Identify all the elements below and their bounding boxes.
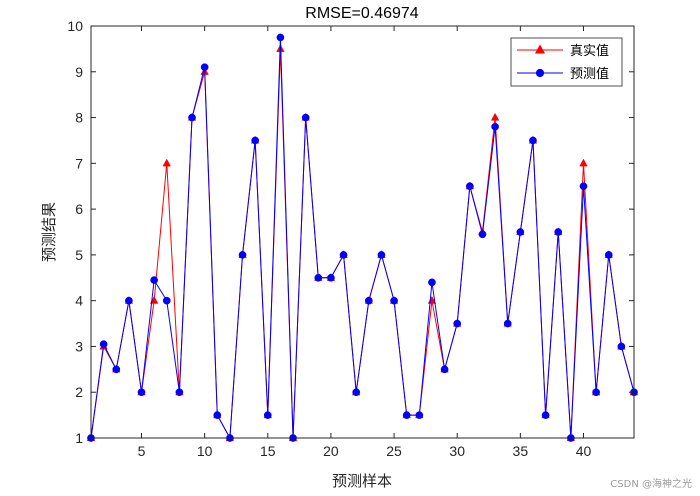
x-tick-label: 40 — [576, 443, 592, 459]
point-pred — [276, 33, 285, 42]
point-pred — [162, 296, 171, 305]
point-true — [162, 158, 171, 167]
point-pred — [352, 388, 361, 397]
y-tick-label: 2 — [75, 384, 83, 400]
point-pred — [339, 251, 348, 259]
watermark: CSDN @海神之光 — [610, 479, 692, 490]
point-true — [579, 158, 588, 167]
series-line-pred — [90, 37, 635, 440]
point-pred — [579, 182, 588, 191]
y-tick-label: 10 — [67, 18, 83, 34]
x-tick-label: 5 — [138, 443, 146, 459]
point-pred — [529, 136, 537, 145]
point-pred — [453, 319, 462, 328]
legend: 真实值 预测值 — [510, 37, 623, 87]
x-tick-label: 30 — [449, 443, 465, 459]
point-pred — [99, 340, 108, 349]
point-pred — [402, 411, 411, 419]
point-pred — [150, 276, 158, 284]
point-pred — [301, 113, 310, 122]
legend-label-pred: 预测值 — [570, 66, 609, 82]
point-pred — [554, 228, 563, 236]
legend-marker-pred — [535, 68, 545, 78]
y-tick-label: 1 — [75, 430, 83, 446]
point-pred — [592, 388, 600, 397]
legend-label-true: 真实值 — [570, 43, 609, 59]
y-tick-label: 6 — [75, 201, 83, 217]
point-pred — [137, 388, 146, 397]
y-axis-label: 预测结果 — [40, 202, 58, 262]
x-tick-label: 20 — [323, 443, 339, 459]
point-pred — [377, 251, 386, 259]
y-tick-label: 7 — [75, 155, 83, 171]
point-pred — [617, 342, 626, 351]
point-true — [490, 112, 500, 121]
point-pred — [604, 251, 613, 259]
y-tick-label: 8 — [75, 110, 83, 126]
point-pred — [390, 296, 398, 305]
point-pred — [440, 365, 449, 374]
point-pred — [200, 63, 209, 72]
point-pred — [465, 182, 474, 191]
y-tick-label: 4 — [75, 293, 83, 309]
point-pred — [112, 365, 121, 374]
point-pred — [503, 319, 512, 328]
plot-area — [91, 26, 634, 438]
axes-box — [90, 25, 635, 439]
point-pred — [478, 230, 487, 239]
axis-ticks: 5 10 15 20 25 30 35 40 1 2 3 4 5 6 7 8 9 10 — [67, 18, 634, 459]
x-tick-label: 15 — [260, 443, 276, 459]
point-pred — [491, 122, 499, 131]
x-tick-label: 35 — [513, 443, 529, 459]
legend-marker-true — [534, 44, 546, 54]
point-pred — [428, 278, 436, 287]
x-tick-label: 25 — [386, 443, 402, 459]
point-pred — [238, 251, 247, 259]
x-axis-label: 预测样本 — [332, 472, 392, 490]
point-pred — [213, 411, 222, 419]
y-tick-label: 5 — [75, 247, 83, 263]
y-tick-label: 9 — [75, 64, 83, 80]
point-pred — [314, 273, 323, 282]
y-tick-label: 3 — [75, 338, 83, 354]
legend-box — [510, 37, 623, 87]
point-pred — [251, 136, 260, 145]
point-pred — [327, 273, 335, 282]
point-pred — [263, 411, 272, 419]
point-pred — [364, 296, 373, 305]
point-pred — [125, 296, 133, 305]
point-pred — [516, 228, 525, 236]
point-pred — [175, 388, 184, 397]
point-pred — [541, 411, 550, 419]
x-tick-label: 10 — [197, 443, 213, 459]
chart-title: RMSE=0.46974 — [305, 5, 419, 22]
point-pred — [415, 411, 424, 419]
point-pred — [188, 113, 196, 122]
